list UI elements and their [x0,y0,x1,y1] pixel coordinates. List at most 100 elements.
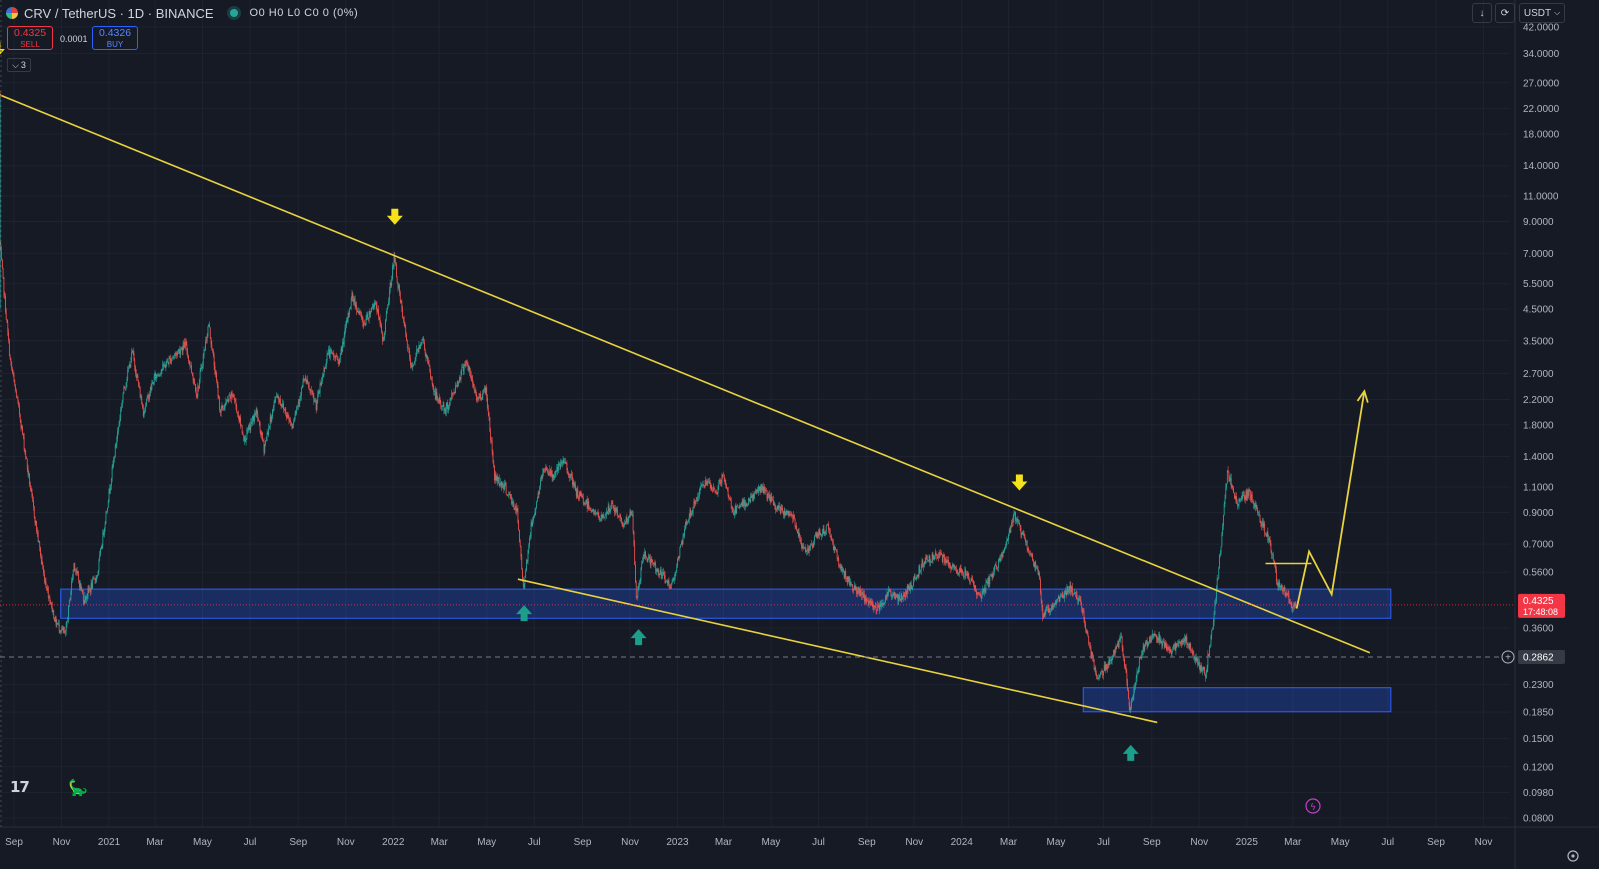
candle-body [1085,624,1086,630]
candle-body [98,560,100,571]
candle-body [93,578,94,580]
candle-body [996,566,998,569]
candle-body [709,483,711,485]
candle-body [89,589,91,592]
refresh-button[interactable]: ⟳ [1495,3,1515,23]
candle-body [1029,553,1031,554]
candle-body [93,578,95,579]
currency-value: USDT [1523,7,1552,19]
candle-body [760,484,762,493]
candle-body [1195,657,1197,662]
candle-body [1035,562,1037,568]
candle-body [269,425,270,428]
candle-body [621,522,623,526]
candle-body [1117,642,1119,648]
candle-body [983,588,985,593]
candle-body [1006,538,1008,543]
candle-body [318,391,319,395]
candle-body [988,578,990,584]
candle-body [472,379,474,385]
candle-body [891,596,893,598]
candle-body [568,473,569,476]
candle-body [160,370,162,375]
candle-body [448,405,449,411]
candle-body [994,565,995,572]
candle-body [26,457,27,459]
download-button[interactable]: ↓ [1472,3,1492,23]
candle-body [876,610,878,611]
candle-body [512,501,514,505]
candle-body [1234,494,1236,500]
buy-button[interactable]: 0.4326 BUY [92,26,138,50]
candle-body [158,374,160,376]
candle-body [39,541,41,548]
candle-body [1146,640,1148,646]
candle-body [467,363,469,371]
candle-body [945,558,947,563]
candle-body [955,566,956,568]
candle-body [739,506,741,508]
candle-body [435,392,437,400]
candle-body [248,425,249,431]
candle-body [383,336,385,339]
candle-body [1136,671,1138,678]
candle-body [522,578,524,587]
candle-body [790,514,791,515]
candle-body [692,506,694,513]
candle-body [1121,636,1122,638]
indicators-toggle[interactable]: ⌵ 3 [7,58,31,72]
candle-body [795,525,797,527]
lightning-icon: ϟ [1310,803,1316,813]
candle-body [871,601,873,604]
candle-body [1187,643,1188,646]
candle-body [773,503,775,506]
candle-body [174,354,175,357]
candle-body [106,511,108,513]
candle-body [352,293,354,300]
candle-body [505,482,506,486]
candle-body [999,558,1001,561]
candle-body [429,365,431,373]
candle-body [779,506,780,507]
candle-body [393,254,395,267]
candle-body [448,405,450,407]
candle-body [857,590,858,595]
candle-body [1292,607,1294,609]
candle-body [910,583,912,589]
candle-body [1205,672,1207,678]
candle-body [986,581,988,583]
candle-body [1023,532,1025,535]
candle-body [1272,554,1273,555]
candle-body [416,349,418,357]
candle-body [346,320,347,326]
candle-body [102,532,104,546]
candle-body [120,409,122,418]
candle-body [909,583,911,591]
candle-body [54,619,55,622]
y-tick-label: 1.8000 [1523,420,1554,431]
candle-body [1272,554,1274,561]
candle-body [742,500,744,506]
currency-select[interactable]: USDT ⌵ [1519,3,1565,23]
candle-body [1241,496,1243,499]
candle-body [188,355,189,361]
candle-body [420,344,421,349]
candle-body [786,510,788,514]
candle-body [1156,637,1158,639]
buy-price: 0.4326 [98,27,132,39]
up-arrow-marker [630,629,647,646]
candle-body [998,558,1000,560]
candle-body [124,387,126,388]
candle-body [1151,637,1153,641]
candle-body [477,397,479,400]
candle-body [560,461,562,468]
candle-body [251,419,253,424]
sell-button[interactable]: 0.4325 SELL [7,26,53,50]
candle-body [1149,637,1150,643]
candle-body [185,341,187,345]
candle-body [334,356,336,359]
candle-body [897,594,899,601]
symbol-title[interactable]: CRV / TetherUS · 1D · BINANCE [24,5,214,21]
candle-body [343,334,345,345]
